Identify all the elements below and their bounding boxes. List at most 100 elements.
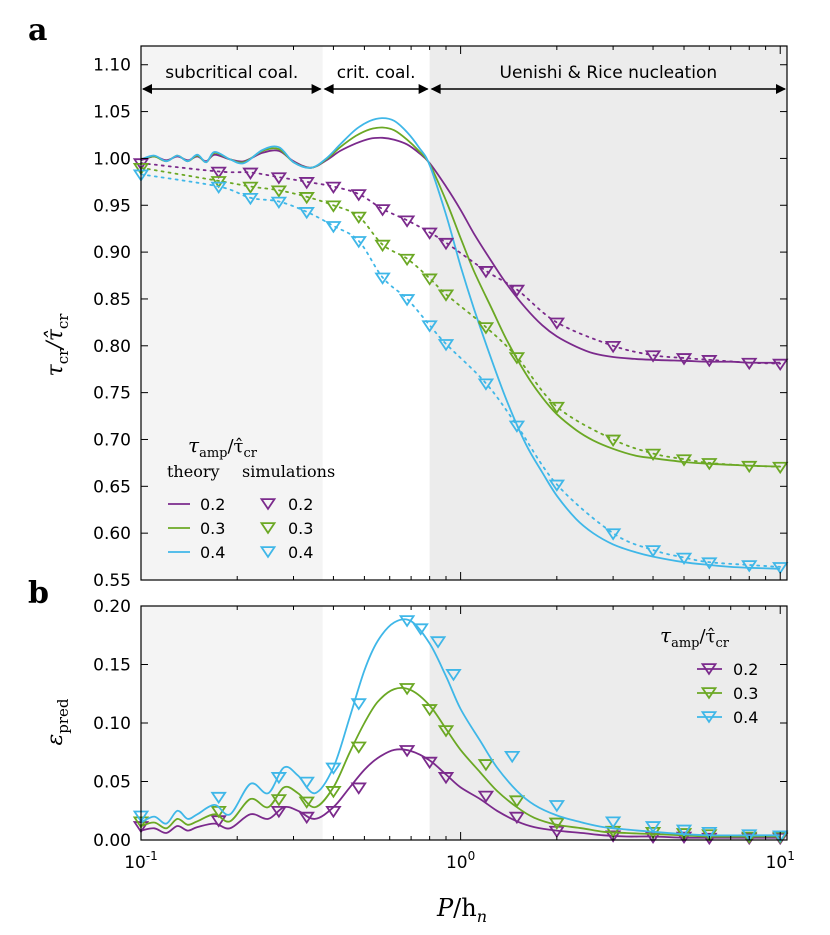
error-marker-0-2 <box>421 756 438 770</box>
error-marker-0-2 <box>437 772 455 785</box>
error-marker-0-3 <box>421 704 438 717</box>
legend-a-sim-0-4: 0.4 <box>288 543 313 562</box>
sim-marker-0-2 <box>350 189 367 202</box>
y-tick-label: 1.10 <box>93 56 131 76</box>
error-marker-0-3 <box>477 759 495 772</box>
y-tick-label: 0.90 <box>93 243 131 263</box>
error-marker-0-2 <box>270 805 288 819</box>
error-marker-0-4 <box>445 669 462 682</box>
error-marker-0-2 <box>701 832 718 846</box>
sim-marker-0-4 <box>398 294 416 307</box>
sim-marker-0-4 <box>644 545 662 558</box>
legend-a-theory-heading: theory <box>167 462 220 481</box>
plot-b-ticks: 0.00 0.05 0.10 0.15 0.20 10-1 100 101 <box>93 597 795 873</box>
plot-a-ticks: 0.55 0.60 0.65 0.70 0.75 0.80 0.85 0.90 0.95 1.00… <box>93 46 787 591</box>
plot-a-frame <box>140 45 788 581</box>
legend-a-sim-0-2: 0.2 <box>288 495 313 514</box>
y-tick-label: 0.15 <box>93 656 131 676</box>
sim-dotted-line-0-4 <box>140 173 782 568</box>
error-marker-0-4 <box>398 615 416 628</box>
y-axis-label-a: τcr/τ̂cr <box>43 313 72 377</box>
subcritical-region-shade-b <box>141 606 323 840</box>
y-tick-label: 1.00 <box>93 149 131 169</box>
error-marker-0-3 <box>350 741 367 754</box>
y-tick-label: 0.65 <box>93 477 131 497</box>
sim-marker-0-3 <box>242 181 259 194</box>
sim-marker-0-3 <box>398 253 416 267</box>
region-label-subcritical: subcritical coal. <box>165 63 298 83</box>
y-tick-label: 1.05 <box>93 103 131 123</box>
legend-a-sim-heading: simulations <box>242 462 335 481</box>
legend-b: τamp/τ̂cr 0.2 0.3 0.4 <box>660 623 758 727</box>
sim-marker-0-4 <box>242 192 259 206</box>
sim-marker-0-2 <box>508 284 526 298</box>
nucleation-region-shade <box>429 46 787 580</box>
sim-marker-0-2 <box>644 350 662 363</box>
sim-marker-0-2 <box>741 357 758 371</box>
error-marker-0-4 <box>701 827 718 840</box>
legend-b-marker-0 <box>700 663 718 676</box>
sim-marker-0-4 <box>477 378 495 391</box>
error-marker-0-3 <box>741 831 758 844</box>
sim-marker-0-4 <box>701 557 718 570</box>
sim-marker-0-3 <box>350 211 367 224</box>
panel-label-a: a <box>28 13 47 48</box>
y-tick-label: 0.95 <box>93 196 131 216</box>
y-tick-label: 0.00 <box>93 831 131 851</box>
sim-marker-0-2 <box>270 172 288 185</box>
legend-b-marker-1 <box>700 687 718 700</box>
sim-marker-0-4 <box>298 207 315 220</box>
sim-marker-0-3 <box>325 200 342 213</box>
error-marker-0-4 <box>429 636 447 649</box>
error-marker-0-4 <box>604 816 622 829</box>
sim-marker-0-2 <box>675 353 693 366</box>
panel-a: 0.55 0.60 0.65 0.70 0.75 0.80 0.85 0.90 0.95 1.00… <box>43 45 789 591</box>
error-marker-0-4 <box>350 698 367 711</box>
sim-marker-0-4 <box>604 528 622 541</box>
sim-marker-0-2 <box>772 358 789 372</box>
y-axis-label-b: εpred <box>43 698 72 745</box>
panel-label-b: b <box>28 576 49 611</box>
sim-marker-0-4 <box>421 320 438 333</box>
sim-marker-0-4 <box>675 552 693 565</box>
panel-b: 0.00 0.05 0.10 0.15 0.20 10-1 100 101 εpred P/h… <box>43 597 795 926</box>
sim-marker-0-2 <box>374 204 391 217</box>
sim-marker-0-4 <box>374 272 391 285</box>
legend-b-0-2: 0.2 <box>733 660 758 679</box>
plot-b-marks <box>132 615 789 846</box>
x-axis-label: P/hn <box>436 894 487 926</box>
sim-marker-0-2 <box>477 266 495 279</box>
y-tick-label: 0.85 <box>93 290 131 310</box>
error-marker-0-4 <box>741 829 758 842</box>
error-marker-0-4 <box>548 800 566 813</box>
error-marker-0-2 <box>398 745 416 758</box>
y-tick-label: 0.05 <box>93 773 131 793</box>
error-marker-0-4 <box>772 830 789 843</box>
x-tick-label: 101 <box>766 849 795 873</box>
region-arrows <box>142 84 786 94</box>
sim-marker-0-4 <box>437 339 455 352</box>
legend-a-theory-0-4: 0.4 <box>200 543 225 562</box>
sim-marker-0-3 <box>675 454 693 467</box>
svg-text:εpred: εpred <box>43 698 72 745</box>
error-marker-0-2 <box>298 811 315 825</box>
sim-marker-0-2 <box>548 317 566 330</box>
error-line-0-4 <box>140 618 781 837</box>
error-marker-0-3 <box>437 725 455 738</box>
legend-a-marker-1 <box>259 522 277 535</box>
sim-marker-0-2 <box>325 181 342 194</box>
y-tick-label: 0.10 <box>93 714 131 734</box>
y-tick-label: 0.55 <box>93 571 131 591</box>
region-label-nucleation: Uenishi & Rice nucleation <box>500 63 718 83</box>
error-marker-0-4 <box>298 776 315 789</box>
sim-marker-0-2 <box>604 340 622 354</box>
y-tick-label: 0.20 <box>93 597 131 617</box>
error-marker-0-3 <box>298 796 315 809</box>
sim-marker-0-3 <box>644 448 662 461</box>
legend-b-title: τamp/τ̂cr <box>660 623 730 651</box>
y-tick-label: 0.80 <box>93 337 131 357</box>
sim-marker-0-4 <box>772 562 789 575</box>
sim-marker-0-4 <box>741 560 758 573</box>
legend-a-theory-0-2: 0.2 <box>200 495 225 514</box>
